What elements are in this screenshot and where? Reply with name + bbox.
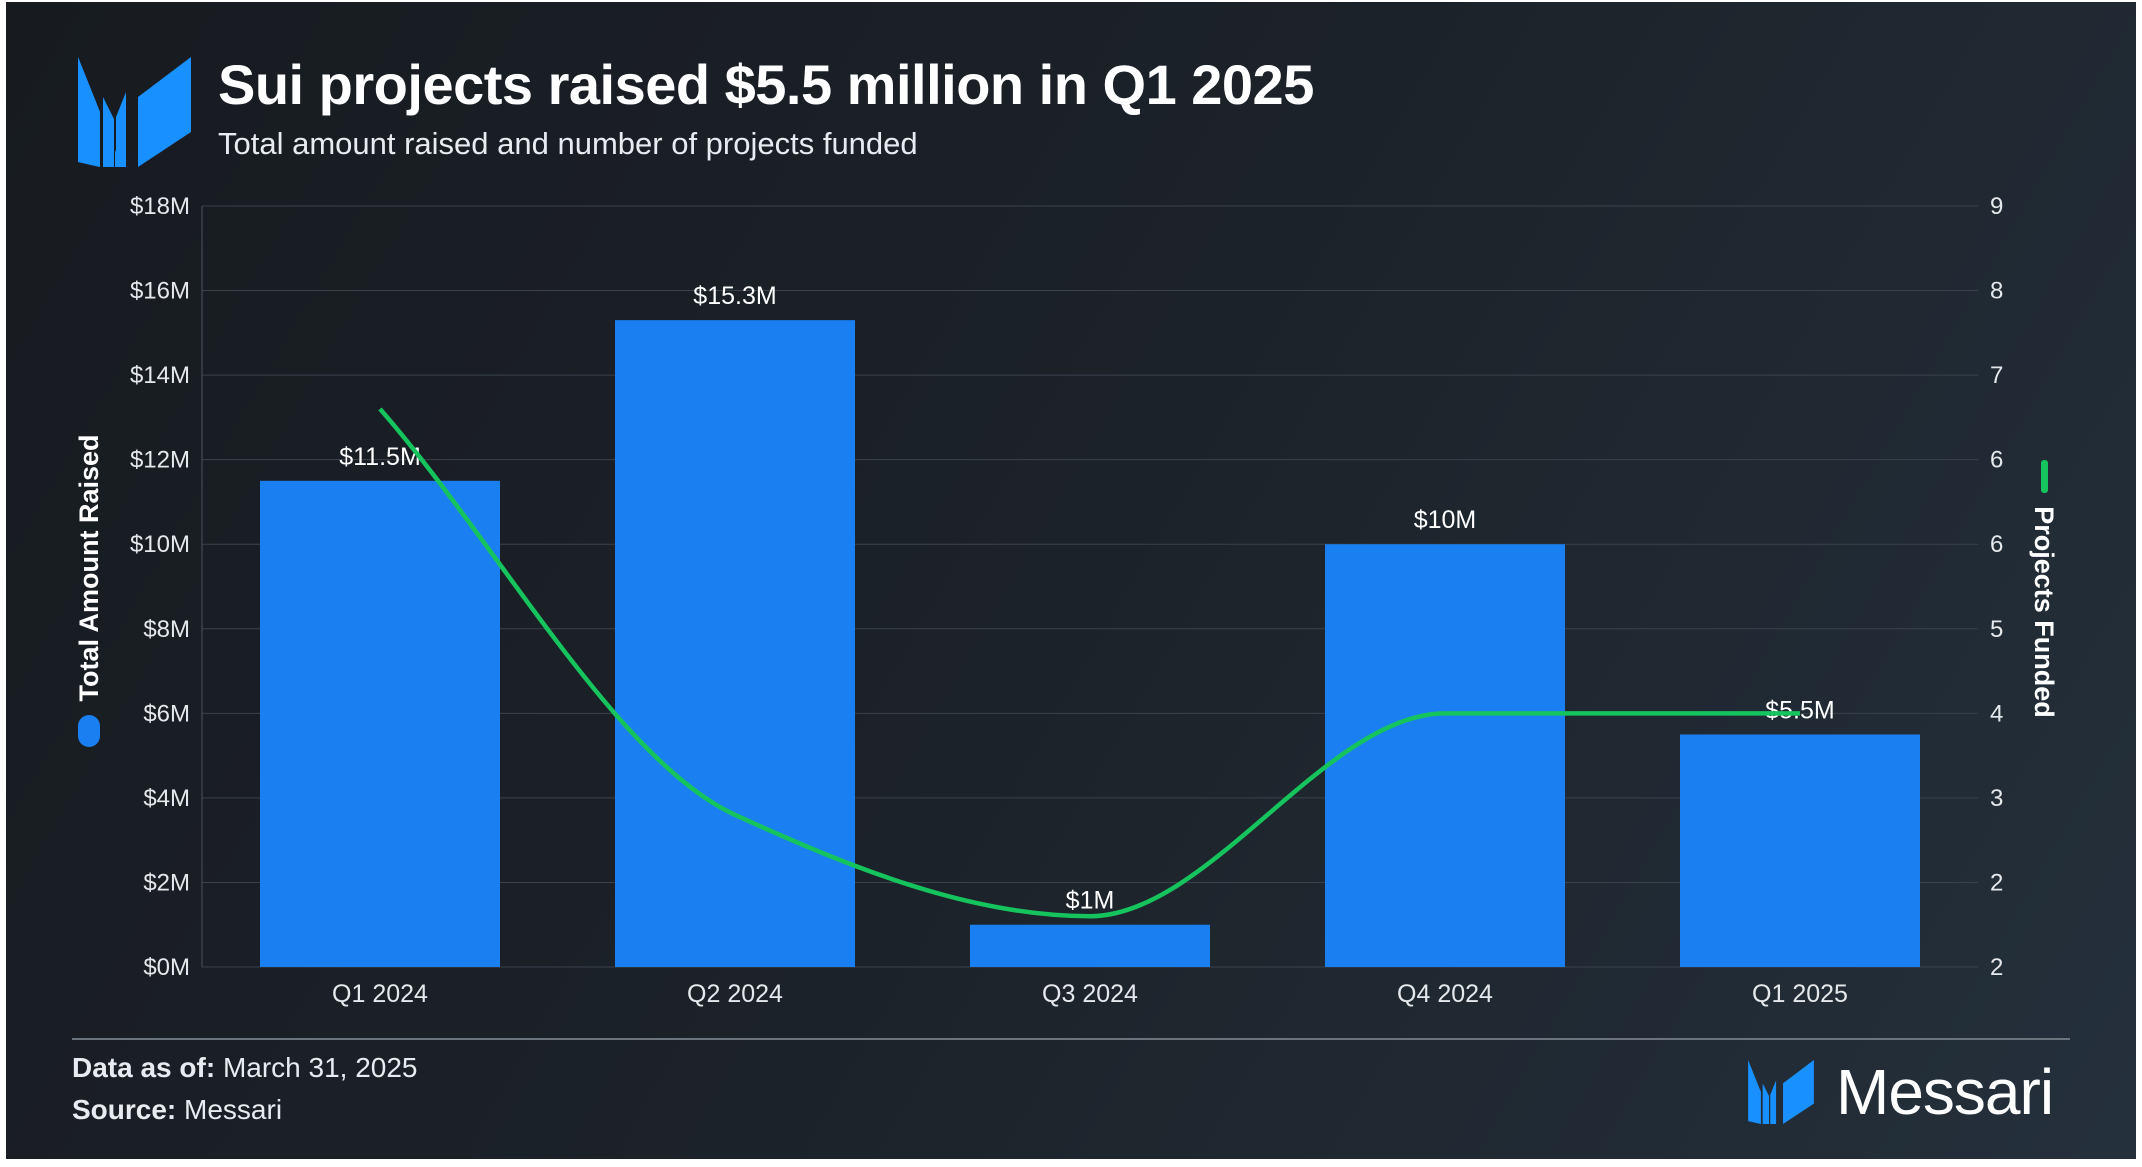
y2-tick-label: 6 — [1990, 447, 2003, 474]
y-tick-label: $2M — [143, 869, 190, 896]
y-tick-label: $0M — [143, 954, 190, 981]
bar-data-label: $5.5M — [1765, 696, 1834, 724]
messari-logo-icon — [78, 57, 191, 167]
y-tick-label: $12M — [130, 447, 190, 474]
y-tick-label: $6M — [143, 700, 190, 727]
data-as-of-label: Data as of: — [72, 1052, 216, 1083]
bar-data-label: $15.3M — [693, 282, 776, 310]
y-tick-label: $16M — [130, 278, 190, 305]
y-tick-label: $10M — [130, 531, 190, 558]
y2-tick-label: 2 — [1990, 869, 2003, 896]
chart-title: Sui projects raised $5.5 million in Q1 2… — [218, 53, 1314, 116]
y2-tick-label: 7 — [1990, 362, 2003, 389]
source: Source: Messari — [72, 1094, 282, 1126]
footer-divider — [72, 1038, 2070, 1040]
legend-swatch-amount — [78, 715, 100, 747]
x-tick-label: Q4 2024 — [1397, 980, 1493, 1008]
projects-funded-line — [378, 407, 1800, 919]
messari-brand-icon — [1748, 1060, 1814, 1124]
y2-axis-title: Projects Funded — [2029, 506, 2059, 718]
x-tick-label: Q1 2025 — [1752, 980, 1848, 1008]
x-tick-label: Q2 2024 — [687, 980, 783, 1008]
y2-tick-label: 8 — [1990, 278, 2003, 305]
bar-data-label: $1M — [1066, 887, 1115, 915]
source-label: Source: — [72, 1094, 177, 1125]
y-axis-title: Total Amount Raised — [74, 434, 104, 701]
y2-tick-label: 2 — [1990, 954, 2003, 981]
bar — [615, 320, 855, 967]
y2-tick-label: 4 — [1990, 700, 2003, 727]
y2-tick-label: 3 — [1990, 785, 2003, 812]
bar — [970, 924, 1210, 967]
x-tick-label: Q3 2024 — [1042, 980, 1138, 1008]
data-as-of-value: March 31, 2025 — [222, 1052, 418, 1083]
data-as-of: Data as of: March 31, 2025 — [72, 1052, 418, 1084]
chart-subtitle: Total amount raised and number of projec… — [218, 126, 918, 161]
bar — [1680, 734, 1920, 967]
y-tick-label: $8M — [143, 616, 190, 643]
y2-tick-label: 9 — [1990, 193, 2003, 220]
legend-swatch-projects — [2041, 460, 2048, 493]
y2-tick-label: 5 — [1990, 616, 2003, 643]
bar-data-label: $11.5M — [339, 443, 421, 471]
brand-name: Messari — [1836, 1056, 2054, 1128]
bar — [1325, 544, 1565, 967]
bar — [260, 480, 500, 967]
y-tick-label: $18M — [130, 193, 190, 220]
brand: Messari — [1748, 1055, 2054, 1129]
source-value: Messari — [184, 1094, 283, 1125]
y-tick-label: $4M — [143, 785, 190, 812]
y2-tick-label: 6 — [1990, 531, 2003, 558]
y-tick-label: $14M — [130, 362, 190, 389]
bar-data-label: $10M — [1414, 506, 1477, 534]
x-tick-label: Q1 2024 — [332, 980, 428, 1008]
